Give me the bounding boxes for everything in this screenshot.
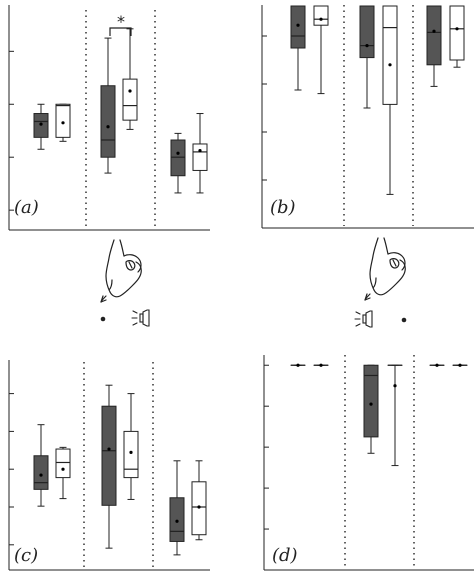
box-b-0-dark bbox=[290, 5, 306, 91]
box-body bbox=[192, 143, 208, 171]
panel-c: (c) bbox=[8, 360, 210, 571]
boxes-a bbox=[33, 28, 208, 194]
mean-marker bbox=[455, 27, 459, 31]
mean-marker bbox=[435, 363, 439, 367]
box-c-0-dark bbox=[33, 424, 49, 507]
box-c-1-dark bbox=[101, 384, 117, 549]
box-body bbox=[382, 5, 398, 105]
box-d-2-dark bbox=[429, 363, 445, 367]
mean-marker bbox=[61, 467, 65, 471]
box-body bbox=[33, 455, 49, 490]
mean-marker bbox=[198, 148, 202, 153]
y-ticks-d bbox=[264, 364, 269, 530]
mean-marker bbox=[175, 519, 179, 523]
hand-pointer-icon bbox=[364, 237, 406, 301]
box-b-1-light bbox=[382, 5, 398, 195]
panel-a: * (a) bbox=[8, 5, 210, 231]
box-body bbox=[100, 85, 116, 158]
box-d-1-dark bbox=[363, 364, 379, 454]
mean-marker bbox=[319, 363, 323, 367]
box-b-1-dark bbox=[359, 5, 375, 109]
box-a-2-light bbox=[192, 113, 208, 194]
dot-icon bbox=[401, 317, 407, 323]
panel-b: (b) bbox=[261, 5, 474, 229]
y-ticks-c bbox=[9, 393, 14, 546]
box-a-0-dark bbox=[33, 103, 49, 150]
box-c-0-light bbox=[55, 446, 71, 500]
mean-marker bbox=[197, 505, 201, 509]
box-body bbox=[169, 497, 185, 542]
mean-marker bbox=[296, 23, 300, 27]
mean-marker bbox=[106, 125, 110, 129]
box-d-0-light bbox=[313, 363, 329, 367]
box-c-2-dark bbox=[169, 460, 185, 556]
box-body bbox=[426, 5, 442, 66]
box-a-0-light bbox=[55, 103, 71, 142]
box-d-2-light bbox=[452, 363, 468, 367]
mean-marker bbox=[458, 363, 462, 367]
box-c-1-light bbox=[123, 393, 139, 500]
mean-marker bbox=[393, 384, 397, 388]
boxes-c bbox=[33, 384, 207, 556]
hand-pointer-icon bbox=[100, 239, 142, 303]
mean-marker bbox=[176, 151, 180, 155]
box-body bbox=[122, 78, 138, 121]
speaker-icon bbox=[131, 309, 150, 327]
panel-d: (d) bbox=[263, 355, 474, 571]
box-a-1-light bbox=[122, 28, 138, 130]
box-c-2-light bbox=[191, 460, 207, 541]
y-ticks-b bbox=[262, 35, 267, 181]
panel-label-b: (b) bbox=[270, 197, 296, 218]
mean-marker bbox=[107, 447, 111, 451]
box-d-0-dark bbox=[290, 363, 306, 367]
box-body bbox=[313, 5, 329, 26]
box-a-2-dark bbox=[170, 132, 186, 194]
box-body bbox=[449, 5, 465, 61]
box-body bbox=[55, 103, 71, 138]
panel-label-d: (d) bbox=[272, 545, 298, 566]
significance-star: * bbox=[117, 12, 125, 31]
gesture-illustration-left bbox=[100, 239, 150, 327]
boxes-d bbox=[290, 363, 468, 467]
speaker-icon bbox=[354, 310, 373, 328]
box-body bbox=[170, 139, 186, 177]
mean-marker bbox=[129, 450, 133, 454]
panel-label-a: (a) bbox=[14, 197, 39, 218]
box-a-1-dark bbox=[100, 37, 116, 174]
box-body bbox=[123, 430, 139, 479]
mean-marker bbox=[61, 121, 65, 125]
y-ticks-a bbox=[9, 50, 14, 211]
mean-marker bbox=[369, 402, 373, 406]
mean-marker bbox=[39, 122, 43, 126]
mean-marker bbox=[388, 63, 392, 67]
gesture-illustration-right bbox=[354, 237, 407, 328]
mean-marker bbox=[296, 363, 300, 367]
box-b-0-light bbox=[313, 5, 329, 95]
box-body bbox=[55, 448, 71, 479]
box-body bbox=[290, 5, 306, 49]
boxes-b bbox=[290, 5, 465, 195]
dot-icon bbox=[100, 316, 106, 322]
box-d-1-light bbox=[387, 364, 403, 467]
mean-marker bbox=[39, 473, 43, 477]
box-b-2-dark bbox=[426, 5, 442, 87]
mean-marker bbox=[319, 17, 323, 21]
mean-marker bbox=[128, 89, 132, 93]
box-body bbox=[101, 405, 117, 506]
box-body bbox=[363, 364, 379, 438]
box-b-2-light bbox=[449, 5, 465, 68]
box-body bbox=[359, 5, 375, 59]
mean-marker bbox=[432, 29, 436, 33]
panel-label-c: (c) bbox=[14, 545, 38, 566]
mean-marker bbox=[365, 44, 369, 48]
significance-bracket bbox=[109, 27, 132, 36]
